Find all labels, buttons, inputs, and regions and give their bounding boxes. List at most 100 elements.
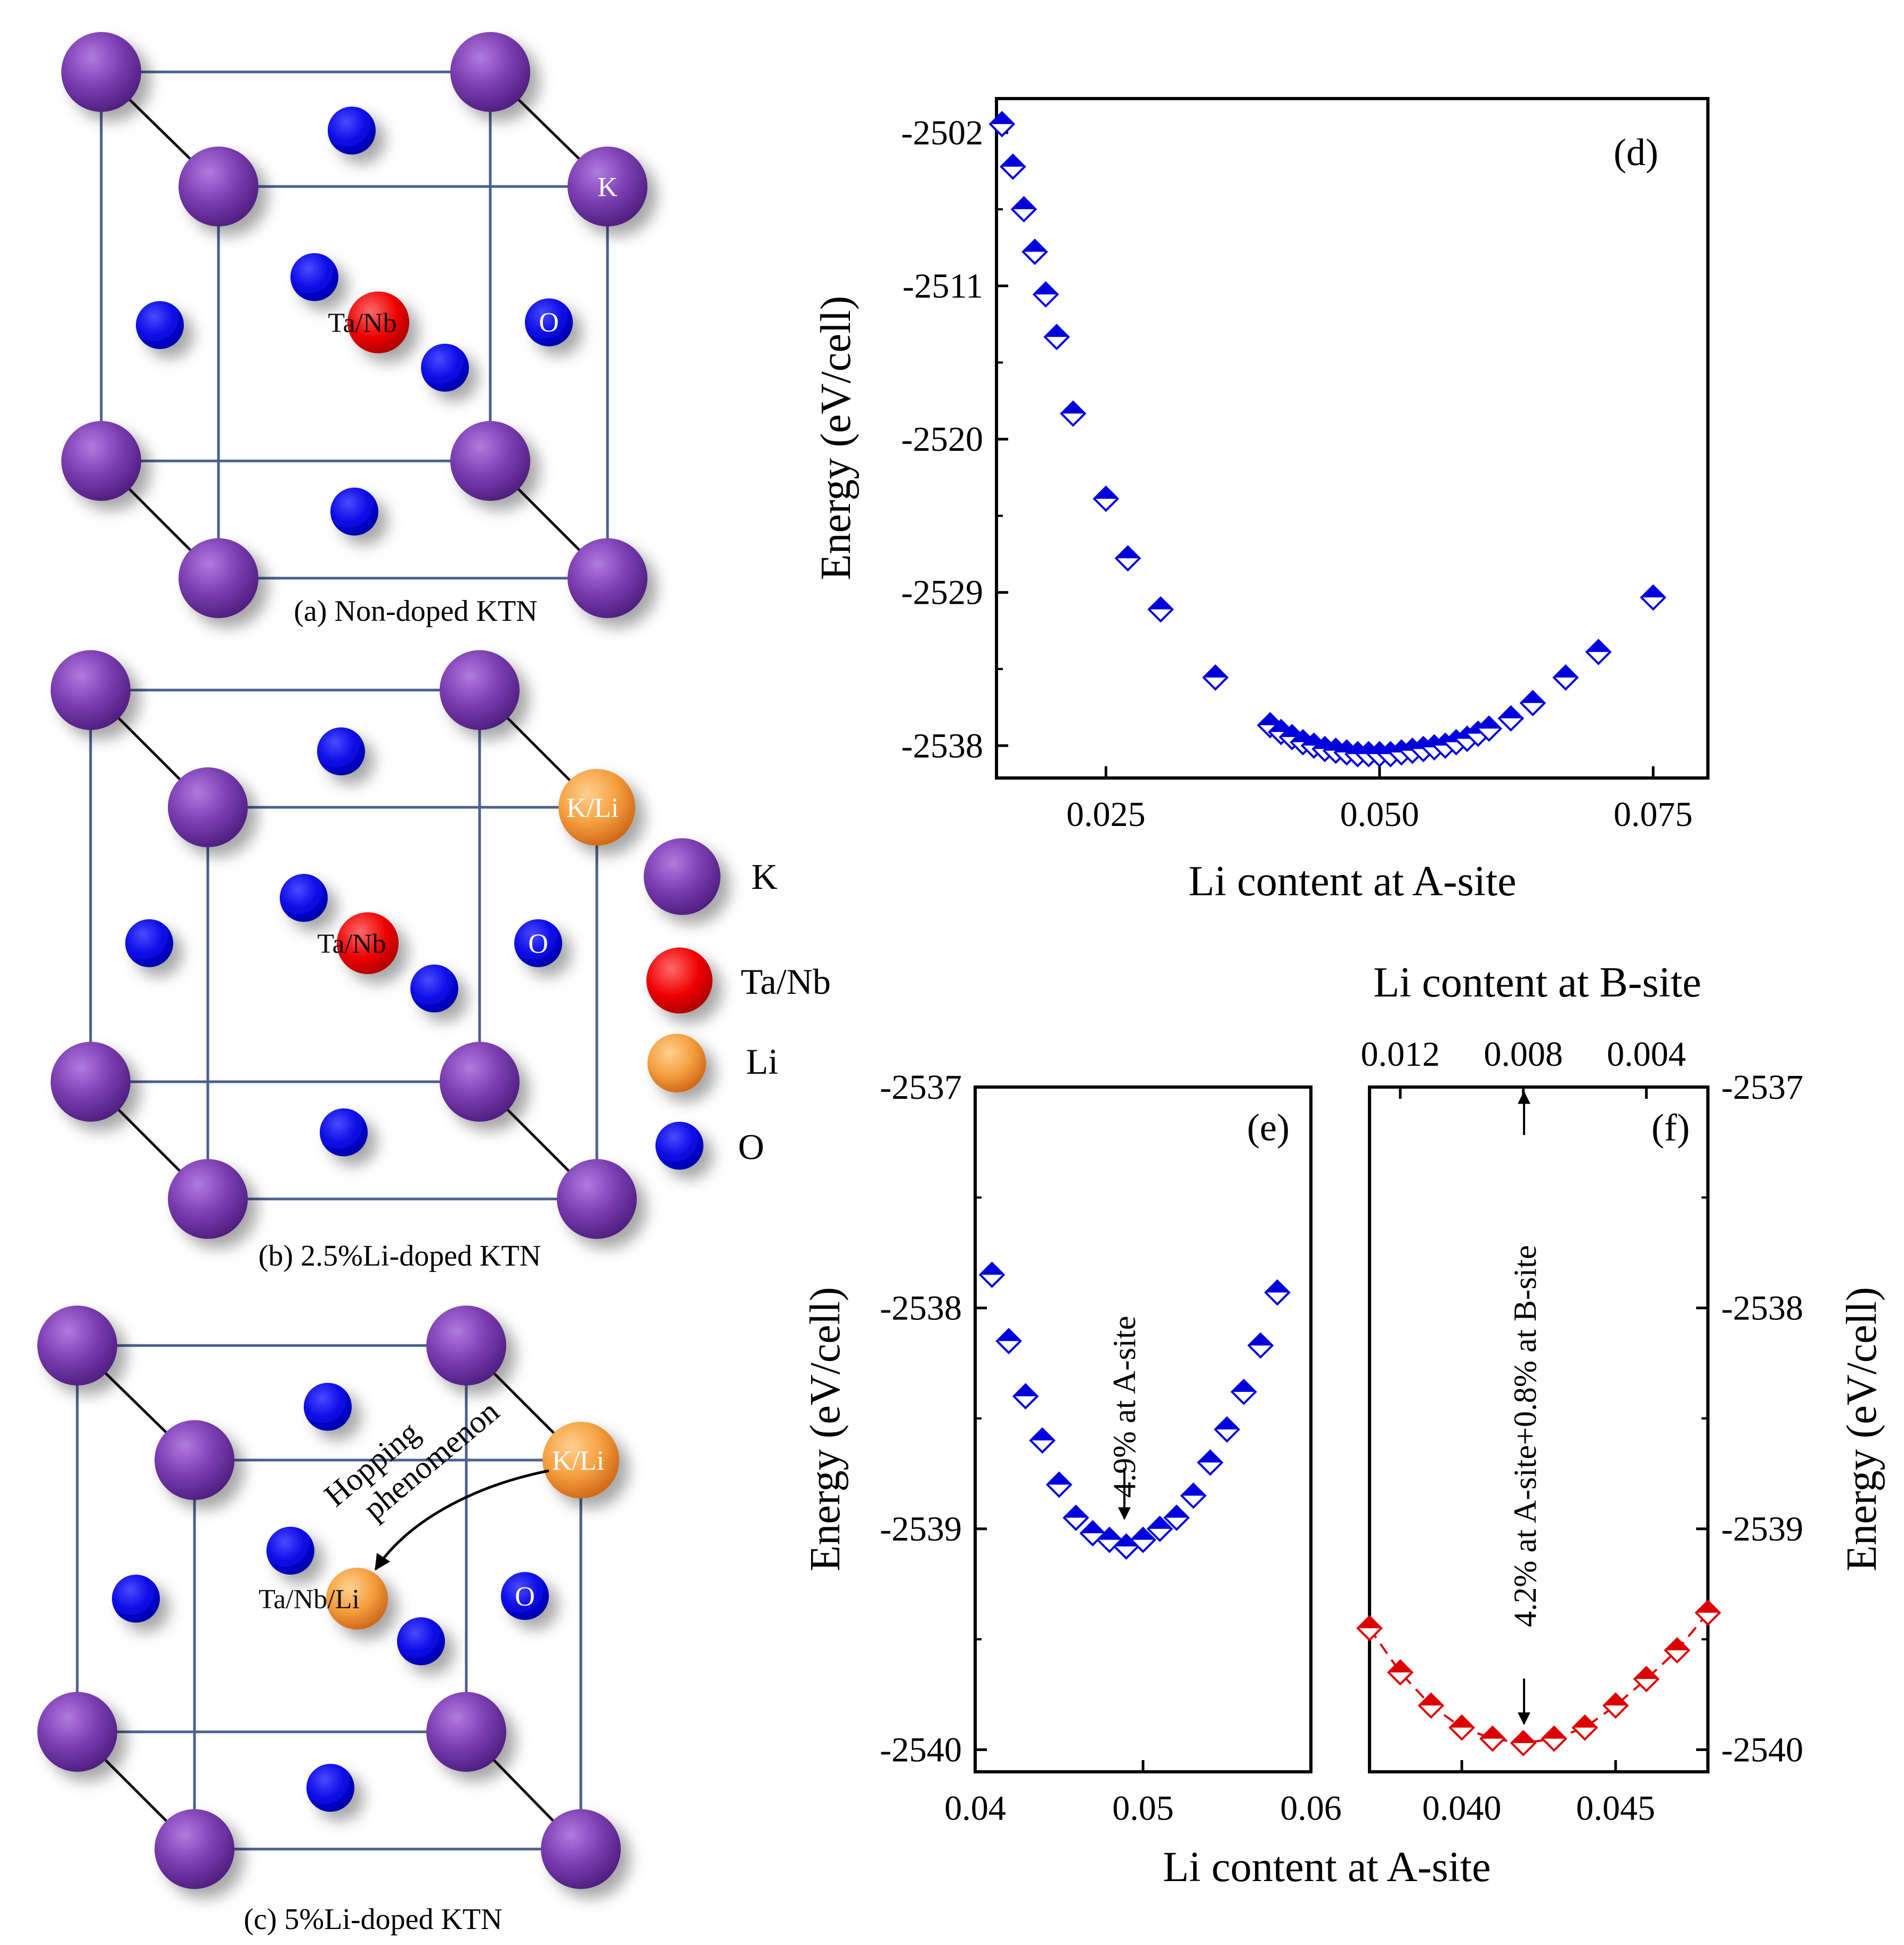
data-point-outline bbox=[1387, 1659, 1414, 1686]
data-point-bottom bbox=[1148, 1529, 1172, 1541]
data-point-top bbox=[1232, 1380, 1255, 1392]
o-atom bbox=[112, 1575, 160, 1623]
data-point-bottom bbox=[1165, 1518, 1188, 1530]
data-point-top bbox=[1215, 1417, 1239, 1430]
data-point bbox=[1147, 596, 1174, 623]
data-point-outline bbox=[1571, 1714, 1598, 1741]
k-atom bbox=[51, 1042, 131, 1122]
o-atom bbox=[266, 1527, 314, 1575]
data-point bbox=[1356, 1615, 1383, 1642]
legend-item-ta-nb: Ta/Nb bbox=[646, 947, 831, 1014]
legend-swatch-o bbox=[655, 1122, 703, 1170]
x-tick-label: 0.050 bbox=[1340, 795, 1420, 834]
legend-label-ta-nb: Ta/Nb bbox=[741, 961, 831, 1002]
data-point-top bbox=[1641, 586, 1665, 598]
data-point bbox=[1029, 1427, 1056, 1454]
data-point bbox=[1519, 690, 1546, 717]
data-point-top bbox=[1001, 155, 1025, 167]
data-point-top bbox=[1131, 1528, 1155, 1540]
crystal-b-2-5-percent-li: Ta/Nb K/Li O (b) 2.5%Li-doped KTN bbox=[51, 650, 637, 1273]
oxygen-atom-label: O bbox=[515, 1582, 535, 1612]
data-point bbox=[1163, 1504, 1190, 1531]
data-point bbox=[1448, 1714, 1476, 1741]
legend-swatch-k bbox=[644, 838, 720, 915]
data-point bbox=[999, 153, 1026, 180]
k-atom bbox=[37, 1306, 117, 1385]
data-point-bottom bbox=[1023, 252, 1047, 264]
data-point-outline bbox=[1479, 1725, 1506, 1752]
data-point-bottom bbox=[1131, 1539, 1155, 1552]
data-point-top bbox=[1258, 713, 1282, 725]
panel-label-d: (d) bbox=[1614, 131, 1658, 174]
data-point-top bbox=[1116, 546, 1140, 558]
data-point bbox=[1497, 705, 1525, 732]
data-point-outline bbox=[1096, 1526, 1123, 1553]
o-atom bbox=[306, 1764, 354, 1812]
data-point-top bbox=[1358, 1616, 1381, 1628]
data-point-bottom bbox=[997, 1341, 1020, 1353]
o-atoms bbox=[112, 1383, 549, 1812]
data-point-outline bbox=[999, 153, 1026, 180]
data-point-top bbox=[1094, 487, 1118, 499]
data-point-bottom bbox=[1203, 677, 1227, 690]
o-atom bbox=[397, 1617, 445, 1665]
k-atom bbox=[61, 421, 141, 501]
data-point-outline bbox=[1417, 1692, 1445, 1719]
data-point-top bbox=[1149, 597, 1173, 610]
data-point bbox=[1063, 1504, 1089, 1531]
k-atom bbox=[168, 1159, 248, 1239]
o-atom bbox=[317, 727, 365, 775]
data-point-top bbox=[1081, 1521, 1105, 1534]
o-atom bbox=[328, 107, 376, 155]
data-point-bottom bbox=[1014, 1396, 1038, 1408]
data-point-outline bbox=[1356, 1615, 1383, 1642]
data-point-top bbox=[1665, 1639, 1689, 1651]
data-point bbox=[1695, 1599, 1721, 1626]
data-point-top bbox=[1450, 1716, 1474, 1728]
data-point-outline bbox=[1063, 1504, 1089, 1531]
data-point bbox=[1230, 1379, 1257, 1405]
y-tick-label: -2539 bbox=[1721, 1510, 1803, 1549]
data-point-outline bbox=[1448, 1714, 1476, 1741]
y-ticks: -2502 -2511 -2520 -2529 -2538 bbox=[901, 114, 1008, 765]
x-tick-label: 0.05 bbox=[1112, 1789, 1174, 1828]
data-point bbox=[1114, 545, 1141, 572]
data-point-top bbox=[1542, 1727, 1566, 1739]
data-point-top bbox=[1573, 1716, 1597, 1728]
data-point bbox=[1417, 1692, 1445, 1719]
data-point bbox=[1552, 664, 1579, 691]
data-point-top bbox=[980, 1263, 1004, 1275]
data-point-outline bbox=[1202, 664, 1229, 691]
data-point-bottom bbox=[1031, 1440, 1054, 1453]
data-point-bottom bbox=[1034, 294, 1058, 306]
k-atom bbox=[568, 147, 647, 226]
top-x-tick-label: 0.004 bbox=[1607, 1035, 1686, 1074]
data-point bbox=[1010, 196, 1038, 223]
k-atom bbox=[557, 1159, 637, 1239]
data-point-bottom bbox=[1388, 1672, 1412, 1684]
legend-swatch-ta-nb bbox=[646, 947, 712, 1014]
data-point-outline bbox=[1633, 1666, 1660, 1692]
data-point-top bbox=[1023, 240, 1047, 252]
y-tick-label: -2511 bbox=[902, 267, 983, 306]
data-point-top bbox=[990, 112, 1014, 124]
data-point-outline bbox=[1032, 281, 1059, 308]
data-point-outline bbox=[1022, 238, 1048, 265]
data-point-top bbox=[997, 1329, 1020, 1341]
o-atom bbox=[290, 253, 338, 301]
data-point-top bbox=[1499, 707, 1523, 719]
data-point-top bbox=[1181, 1484, 1205, 1496]
annotation-4-2-plus-0-8: 4.2% at A-site+0.8% at B-site bbox=[1508, 1245, 1543, 1627]
chart-f-energy-a-plus-b-site: 0.040 0.045 0.012 0.008 0.004 -2537-2538-25… bbox=[1356, 959, 1885, 1828]
data-point-bottom bbox=[1665, 1650, 1689, 1663]
k-atom bbox=[568, 538, 647, 618]
data-point-top bbox=[1521, 691, 1545, 703]
plot-frame bbox=[974, 1085, 1312, 1773]
data-point-bottom bbox=[1419, 1705, 1443, 1717]
o-atom bbox=[514, 919, 562, 967]
data-point-bottom bbox=[990, 124, 1014, 136]
data-point-outline bbox=[978, 1261, 1006, 1288]
data-point bbox=[995, 1327, 1022, 1355]
legend-item-o: O bbox=[655, 1122, 764, 1170]
